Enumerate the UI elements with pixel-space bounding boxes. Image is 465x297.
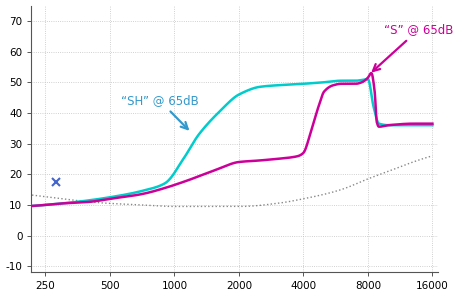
Text: “S” @ 65dB: “S” @ 65dB: [373, 23, 453, 71]
Text: “SH” @ 65dB: “SH” @ 65dB: [120, 94, 198, 129]
